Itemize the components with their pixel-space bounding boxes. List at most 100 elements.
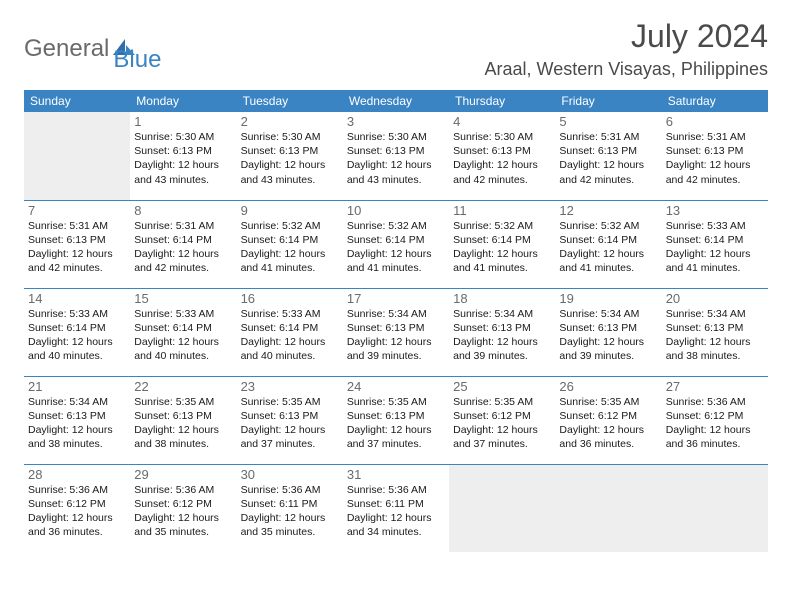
day-number: 8: [134, 203, 232, 218]
daylight-text: and 39 minutes.: [559, 349, 657, 363]
daylight-text: Daylight: 12 hours: [347, 247, 445, 261]
daylight-text: and 38 minutes.: [666, 349, 764, 363]
day-number: 25: [453, 379, 551, 394]
day-cell: 21Sunrise: 5:34 AMSunset: 6:13 PMDayligh…: [24, 376, 130, 464]
day-cell: 18Sunrise: 5:34 AMSunset: 6:13 PMDayligh…: [449, 288, 555, 376]
daylight-text: and 34 minutes.: [347, 525, 445, 539]
sunset-text: Sunset: 6:12 PM: [134, 497, 232, 511]
sunrise-text: Sunrise: 5:32 AM: [559, 219, 657, 233]
daylight-text: Daylight: 12 hours: [241, 511, 339, 525]
daylight-text: Daylight: 12 hours: [28, 423, 126, 437]
month-title: July 2024: [485, 18, 768, 55]
day-of-week-header: Monday: [130, 90, 236, 112]
daylight-text: Daylight: 12 hours: [134, 247, 232, 261]
daylight-text: and 38 minutes.: [28, 437, 126, 451]
daylight-text: Daylight: 12 hours: [241, 335, 339, 349]
sunset-text: Sunset: 6:14 PM: [134, 233, 232, 247]
sunrise-text: Sunrise: 5:31 AM: [134, 219, 232, 233]
day-of-week-header: Saturday: [662, 90, 768, 112]
sunset-text: Sunset: 6:13 PM: [347, 321, 445, 335]
sunrise-text: Sunrise: 5:35 AM: [559, 395, 657, 409]
day-cell: 26Sunrise: 5:35 AMSunset: 6:12 PMDayligh…: [555, 376, 661, 464]
daylight-text: and 42 minutes.: [28, 261, 126, 275]
daylight-text: Daylight: 12 hours: [241, 158, 339, 172]
daylight-text: Daylight: 12 hours: [559, 247, 657, 261]
day-cell: 23Sunrise: 5:35 AMSunset: 6:13 PMDayligh…: [237, 376, 343, 464]
day-of-week-header: Friday: [555, 90, 661, 112]
day-cell: 24Sunrise: 5:35 AMSunset: 6:13 PMDayligh…: [343, 376, 449, 464]
daylight-text: Daylight: 12 hours: [453, 335, 551, 349]
day-cell: 13Sunrise: 5:33 AMSunset: 6:14 PMDayligh…: [662, 200, 768, 288]
daylight-text: Daylight: 12 hours: [347, 335, 445, 349]
sunset-text: Sunset: 6:13 PM: [134, 409, 232, 423]
daylight-text: and 35 minutes.: [241, 525, 339, 539]
daylight-text: and 41 minutes.: [559, 261, 657, 275]
sunrise-text: Sunrise: 5:30 AM: [134, 130, 232, 144]
sunset-text: Sunset: 6:12 PM: [559, 409, 657, 423]
day-cell: 14Sunrise: 5:33 AMSunset: 6:14 PMDayligh…: [24, 288, 130, 376]
sunset-text: Sunset: 6:13 PM: [241, 409, 339, 423]
day-cell: 30Sunrise: 5:36 AMSunset: 6:11 PMDayligh…: [237, 464, 343, 552]
day-number: 9: [241, 203, 339, 218]
sunset-text: Sunset: 6:14 PM: [559, 233, 657, 247]
daylight-text: and 42 minutes.: [453, 173, 551, 187]
daylight-text: and 36 minutes.: [559, 437, 657, 451]
day-number: 10: [347, 203, 445, 218]
day-number: 26: [559, 379, 657, 394]
daylight-text: and 40 minutes.: [241, 349, 339, 363]
day-cell: 22Sunrise: 5:35 AMSunset: 6:13 PMDayligh…: [130, 376, 236, 464]
daylight-text: Daylight: 12 hours: [559, 335, 657, 349]
day-cell: 20Sunrise: 5:34 AMSunset: 6:13 PMDayligh…: [662, 288, 768, 376]
daylight-text: Daylight: 12 hours: [134, 335, 232, 349]
day-number: 6: [666, 114, 764, 129]
daylight-text: Daylight: 12 hours: [559, 423, 657, 437]
day-cell: 6Sunrise: 5:31 AMSunset: 6:13 PMDaylight…: [662, 112, 768, 200]
weeks-body: 1Sunrise: 5:30 AMSunset: 6:13 PMDaylight…: [24, 112, 768, 552]
week-row: 7Sunrise: 5:31 AMSunset: 6:13 PMDaylight…: [24, 200, 768, 288]
day-cell: 19Sunrise: 5:34 AMSunset: 6:13 PMDayligh…: [555, 288, 661, 376]
day-number: 18: [453, 291, 551, 306]
daylight-text: and 42 minutes.: [134, 261, 232, 275]
daylight-text: and 36 minutes.: [28, 525, 126, 539]
sunset-text: Sunset: 6:13 PM: [241, 144, 339, 158]
day-number: 29: [134, 467, 232, 482]
sunrise-text: Sunrise: 5:31 AM: [559, 130, 657, 144]
day-cell: 28Sunrise: 5:36 AMSunset: 6:12 PMDayligh…: [24, 464, 130, 552]
day-cell: 4Sunrise: 5:30 AMSunset: 6:13 PMDaylight…: [449, 112, 555, 200]
header: General Blue July 2024 Araal, Western Vi…: [24, 18, 768, 80]
daylight-text: Daylight: 12 hours: [134, 158, 232, 172]
day-of-week-header: Sunday: [24, 90, 130, 112]
daylight-text: and 37 minutes.: [453, 437, 551, 451]
sunrise-text: Sunrise: 5:30 AM: [347, 130, 445, 144]
sunrise-text: Sunrise: 5:33 AM: [134, 307, 232, 321]
day-number: 23: [241, 379, 339, 394]
sunrise-text: Sunrise: 5:33 AM: [28, 307, 126, 321]
daylight-text: and 41 minutes.: [666, 261, 764, 275]
day-number: 13: [666, 203, 764, 218]
sunset-text: Sunset: 6:14 PM: [347, 233, 445, 247]
sunset-text: Sunset: 6:13 PM: [453, 144, 551, 158]
sunset-text: Sunset: 6:13 PM: [666, 321, 764, 335]
sunrise-text: Sunrise: 5:36 AM: [134, 483, 232, 497]
sunset-text: Sunset: 6:13 PM: [453, 321, 551, 335]
day-cell: 17Sunrise: 5:34 AMSunset: 6:13 PMDayligh…: [343, 288, 449, 376]
sunrise-text: Sunrise: 5:34 AM: [347, 307, 445, 321]
sunrise-text: Sunrise: 5:35 AM: [134, 395, 232, 409]
sunset-text: Sunset: 6:11 PM: [347, 497, 445, 511]
sunrise-text: Sunrise: 5:36 AM: [347, 483, 445, 497]
sunset-text: Sunset: 6:14 PM: [241, 233, 339, 247]
day-number: 11: [453, 203, 551, 218]
day-number: 16: [241, 291, 339, 306]
sunset-text: Sunset: 6:14 PM: [28, 321, 126, 335]
daylight-text: and 42 minutes.: [559, 173, 657, 187]
daylight-text: Daylight: 12 hours: [347, 511, 445, 525]
daylight-text: and 40 minutes.: [28, 349, 126, 363]
daylight-text: and 41 minutes.: [453, 261, 551, 275]
sunrise-text: Sunrise: 5:31 AM: [666, 130, 764, 144]
week-row: 21Sunrise: 5:34 AMSunset: 6:13 PMDayligh…: [24, 376, 768, 464]
day-cell: 16Sunrise: 5:33 AMSunset: 6:14 PMDayligh…: [237, 288, 343, 376]
day-number: 21: [28, 379, 126, 394]
sunrise-text: Sunrise: 5:36 AM: [241, 483, 339, 497]
day-cell: 25Sunrise: 5:35 AMSunset: 6:12 PMDayligh…: [449, 376, 555, 464]
daylight-text: Daylight: 12 hours: [347, 423, 445, 437]
